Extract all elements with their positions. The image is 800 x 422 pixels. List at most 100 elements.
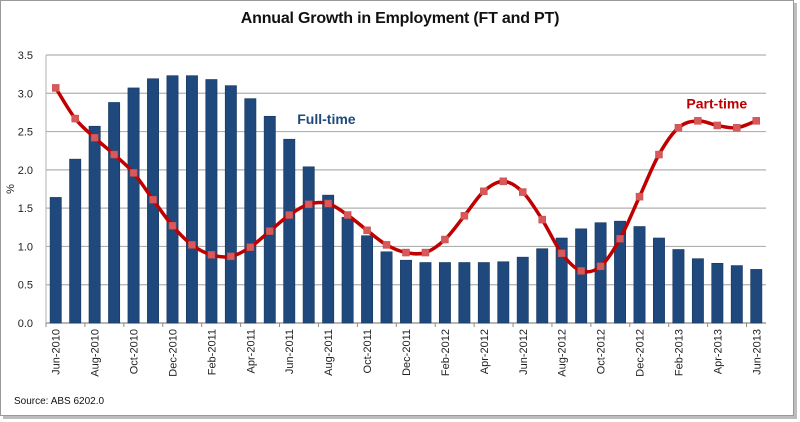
full-time-bar xyxy=(322,194,335,324)
full-time-bar xyxy=(400,259,412,324)
full-time-bar xyxy=(516,256,529,324)
part-time-marker xyxy=(635,192,644,201)
full-time-bar xyxy=(88,125,101,324)
full-time-bar xyxy=(361,235,374,324)
part-time-marker xyxy=(207,251,216,259)
full-time-bar xyxy=(730,265,743,324)
part-time-marker xyxy=(421,248,430,257)
x-tick-label: Jun-2010 xyxy=(51,329,63,375)
part-time-marker xyxy=(499,177,508,186)
part-time-marker xyxy=(304,200,313,209)
part-time-marker xyxy=(655,150,663,159)
full-time-bar xyxy=(653,237,665,324)
part-time-marker xyxy=(168,222,177,230)
part-time-marker xyxy=(246,243,255,251)
full-time-bar xyxy=(750,269,763,324)
y-tick-label: 3.5 xyxy=(18,50,33,62)
part-time-marker xyxy=(149,195,157,204)
part-time-marker xyxy=(519,188,527,196)
part-time-marker xyxy=(90,133,99,142)
x-tick-label: Dec-2011 xyxy=(401,329,413,376)
part-time-marker xyxy=(577,267,585,275)
full-time-bar xyxy=(127,87,140,324)
x-tick-label: Feb-2011 xyxy=(206,329,218,375)
part-time-marker xyxy=(51,84,60,92)
y-tick-label: 3.0 xyxy=(18,88,33,100)
y-tick-label: 2.0 xyxy=(18,165,33,177)
x-tick-label: Oct-2011 xyxy=(362,329,374,373)
y-axis-label: % xyxy=(5,184,17,194)
x-tick-label: Feb-2013 xyxy=(673,329,685,376)
full-time-bar xyxy=(263,115,276,324)
gridlines xyxy=(45,54,766,324)
x-tick-label: Dec-2012 xyxy=(635,329,647,377)
part-time-marker xyxy=(596,262,605,271)
part-time-marker xyxy=(480,187,488,196)
part-time-marker xyxy=(343,211,352,219)
part-time-line xyxy=(51,84,761,275)
x-axis: Jun-2010 Aug-2010 Oct-2010 Dec-2010 Feb-2011… xyxy=(45,323,763,377)
annotations: Full-time Part-time xyxy=(297,96,747,127)
chart-title: Annual Growth in Employment (FT and PT) xyxy=(240,10,560,27)
part-time-marker xyxy=(460,212,469,220)
y-tick-label: 0.5 xyxy=(18,280,33,292)
full-time-bars xyxy=(49,75,763,324)
x-tick-label: Aug-2012 xyxy=(557,329,569,377)
x-tick-label: Jun-2012 xyxy=(518,329,530,375)
part-time-marker xyxy=(285,211,293,219)
y-tick-label: 1.0 xyxy=(18,241,33,253)
full-time-bar xyxy=(108,102,121,324)
full-time-bar xyxy=(186,75,198,324)
source-note: Source: ABS 6202.0 xyxy=(14,396,105,407)
part-time-label: Part-time xyxy=(686,96,747,112)
x-tick-label: Oct-2010 xyxy=(129,329,141,374)
part-time-marker xyxy=(227,252,235,261)
x-tick-label: Feb-2012 xyxy=(440,329,452,376)
full-time-bar xyxy=(244,98,257,324)
part-time-marker xyxy=(752,117,761,125)
y-tick-label: 1.5 xyxy=(18,203,33,215)
full-time-bar xyxy=(477,262,490,324)
full-time-bar xyxy=(594,222,607,324)
y-axis: 0.0 0.5 1.0 1.5 2.0 2.5 3.0 3.5 xyxy=(18,50,33,330)
part-time-marker xyxy=(110,150,118,159)
part-time-marker xyxy=(733,123,741,132)
part-time-marker xyxy=(266,227,274,235)
part-time-marker xyxy=(713,121,722,130)
part-time-marker xyxy=(674,123,683,132)
x-tick-label: Jun-2011 xyxy=(284,329,296,374)
full-time-bar xyxy=(555,237,568,324)
full-time-bar xyxy=(341,217,354,324)
x-tick-label: Apr-2011 xyxy=(245,329,257,373)
full-time-bar xyxy=(575,228,588,324)
part-time-marker xyxy=(363,226,371,235)
part-time-marker xyxy=(694,117,702,125)
full-time-bar xyxy=(166,75,179,324)
x-tick-label: Aug-2011 xyxy=(323,329,335,376)
x-tick-label: Oct-2012 xyxy=(596,329,608,374)
full-time-bar xyxy=(633,226,646,324)
part-time-marker xyxy=(382,241,391,249)
part-time-marker xyxy=(129,169,138,177)
y-tick-label: 0.0 xyxy=(18,318,33,330)
part-time-marker xyxy=(616,235,624,243)
full-time-bar xyxy=(614,220,626,324)
full-time-bar xyxy=(458,262,471,324)
full-time-bar xyxy=(380,251,393,324)
full-time-bar xyxy=(711,262,724,324)
full-time-bar xyxy=(224,85,237,324)
full-time-bar xyxy=(69,158,82,324)
y-tick-label: 2.5 xyxy=(18,127,33,139)
full-time-label: Full-time xyxy=(297,111,356,127)
x-tick-label: Dec-2010 xyxy=(167,329,179,377)
full-time-bar xyxy=(49,197,62,324)
part-time-marker xyxy=(188,241,196,249)
full-time-bar xyxy=(283,138,296,324)
full-time-bar xyxy=(672,249,685,324)
x-tick-label: Aug-2010 xyxy=(90,329,102,377)
part-time-marker xyxy=(402,248,410,257)
full-time-bar xyxy=(691,258,704,324)
full-time-bar xyxy=(438,262,451,324)
part-time-marker xyxy=(557,249,566,258)
